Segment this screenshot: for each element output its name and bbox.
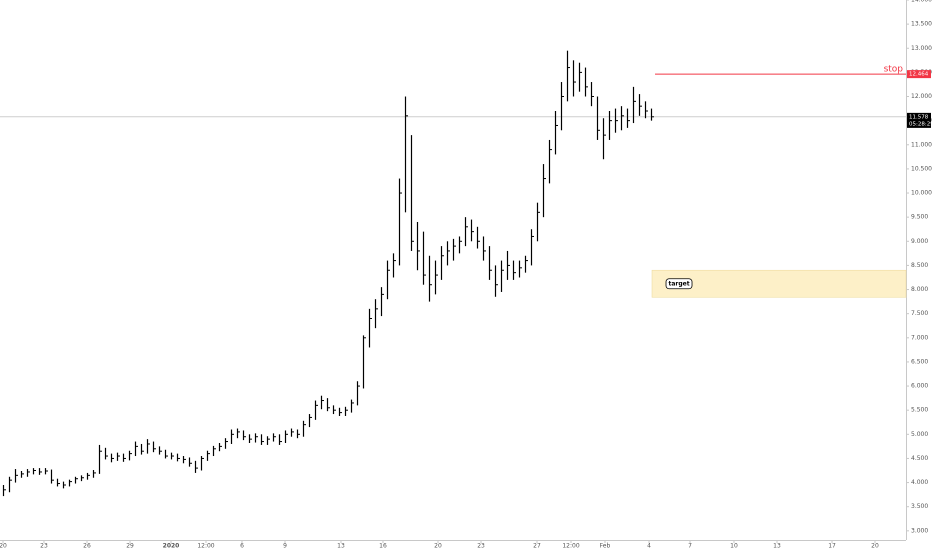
y-tick-label: 14.000 <box>911 0 932 4</box>
x-tick-label: 26 <box>83 543 91 550</box>
x-tick-label: Feb <box>600 543 611 550</box>
countdown-label: 05:28:29 <box>909 121 932 127</box>
x-tick-label: 13 <box>337 543 345 550</box>
x-tick-label: 20 <box>434 543 442 550</box>
y-tick-label: 9.500 <box>911 214 928 221</box>
y-tick-label: 12.000 <box>911 93 932 100</box>
x-tick-label: 20 <box>0 543 7 550</box>
target-zone <box>651 269 907 298</box>
y-tick-label: 5.000 <box>911 431 928 438</box>
x-tick-label: 2020 <box>163 543 180 550</box>
y-tick-label: 5.500 <box>911 407 928 414</box>
x-tick-label: 12:00 <box>197 543 214 550</box>
x-tick-label: 29 <box>126 543 134 550</box>
x-tick-label: 12:00 <box>562 543 579 550</box>
y-tick-label: 8.000 <box>911 286 928 293</box>
y-tick-label: 13.000 <box>911 45 932 52</box>
x-tick-label: 9 <box>283 543 287 550</box>
x-tick-label: 16 <box>379 543 387 550</box>
x-tick-label: 7 <box>688 543 692 550</box>
y-tick-label: 6.500 <box>911 358 928 365</box>
y-tick-label: 6.000 <box>911 383 928 390</box>
x-tick-label: 23 <box>40 543 48 550</box>
y-tick-label: 10.500 <box>911 165 932 172</box>
stop-price-box <box>907 70 931 79</box>
y-tick-label: 8.500 <box>911 262 928 269</box>
x-tick-label: 20 <box>871 543 879 550</box>
x-tick-label: 6 <box>240 543 244 550</box>
x-tick-label: 23 <box>477 543 485 550</box>
price-box <box>907 112 931 128</box>
price-label: 11.578 <box>909 114 929 120</box>
stop-label: stop <box>884 65 904 75</box>
y-tick-label: 3.500 <box>911 503 928 510</box>
y-tick-label: 4.500 <box>911 455 928 462</box>
y-tick-label: 7.000 <box>911 334 928 341</box>
x-tick-label: 27 <box>533 543 541 550</box>
x-tick-label: 13 <box>773 543 781 550</box>
y-tick-label: 13.500 <box>911 21 932 28</box>
y-tick-label: 3.000 <box>911 527 928 534</box>
target-label: target <box>668 280 689 287</box>
y-tick-label: 4.000 <box>911 479 928 486</box>
x-tick-label: 17 <box>828 543 836 550</box>
target-label-box <box>665 278 693 290</box>
y-tick-label: 11.000 <box>911 141 932 148</box>
stop-price-label: 12.464 <box>909 72 929 78</box>
x-tick-label: 4 <box>647 543 651 550</box>
y-tick-label: 9.000 <box>911 238 928 245</box>
x-tick-label: 10 <box>730 543 738 550</box>
y-tick-label: 10.000 <box>911 190 932 197</box>
y-tick-label: 7.500 <box>911 310 928 317</box>
